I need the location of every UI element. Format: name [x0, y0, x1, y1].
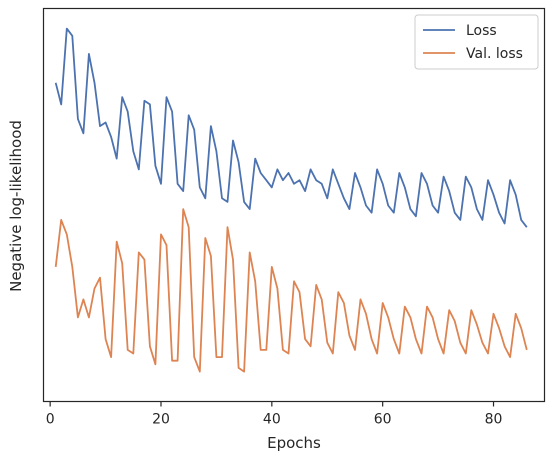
legend-label-loss: Loss — [466, 23, 497, 39]
x-tick-label: 40 — [263, 412, 281, 428]
series-line-loss — [54, 27, 528, 228]
x-tick-label: 20 — [152, 412, 170, 428]
series-line-val-loss — [54, 208, 528, 373]
legend: Loss Val. loss — [414, 14, 539, 70]
series-layer — [54, 27, 528, 373]
plot-frame — [42, 7, 546, 403]
x-axis: 0 20 40 60 80 — [46, 401, 503, 428]
legend-box — [414, 14, 539, 70]
y-axis-label: Negative log-likelihood — [7, 120, 25, 292]
x-tick-label: 80 — [485, 412, 503, 428]
x-tick-label: 60 — [374, 412, 392, 428]
x-tick-label: 0 — [46, 412, 55, 428]
legend-label-val-loss: Val. loss — [466, 46, 523, 62]
x-axis-label: Epochs — [267, 434, 321, 452]
